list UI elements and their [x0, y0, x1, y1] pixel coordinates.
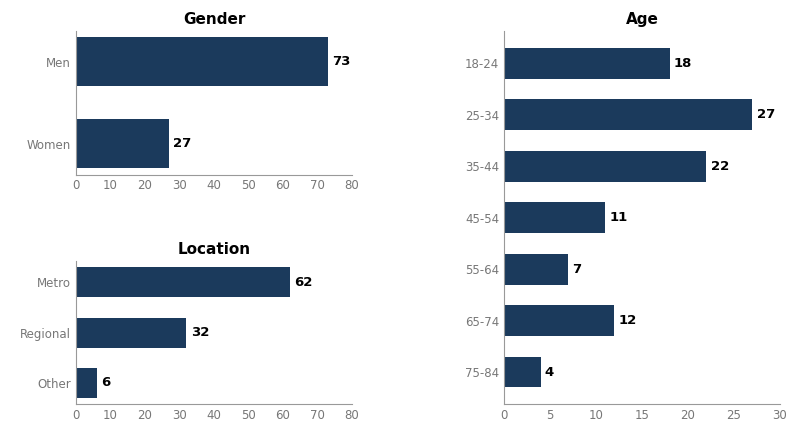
Title: Gender: Gender: [183, 12, 246, 27]
Bar: [504, 48, 670, 79]
Text: 12: 12: [618, 314, 637, 327]
Text: 27: 27: [757, 108, 774, 121]
Bar: [76, 119, 169, 168]
Text: 62: 62: [294, 276, 313, 289]
Bar: [76, 368, 97, 398]
Text: 6: 6: [101, 376, 110, 389]
Text: 11: 11: [610, 211, 627, 224]
Bar: [504, 151, 706, 182]
Text: 4: 4: [545, 366, 554, 378]
Bar: [504, 202, 605, 233]
Bar: [76, 38, 328, 87]
Bar: [76, 317, 186, 348]
Text: 7: 7: [573, 263, 582, 276]
Bar: [504, 254, 568, 285]
Text: 32: 32: [190, 326, 209, 339]
Bar: [76, 267, 290, 297]
Text: 22: 22: [710, 160, 729, 173]
Bar: [504, 99, 752, 130]
Title: Location: Location: [178, 242, 250, 257]
Bar: [504, 357, 541, 388]
Bar: [504, 305, 614, 336]
Text: 73: 73: [332, 55, 350, 69]
Text: 27: 27: [174, 137, 191, 150]
Text: 18: 18: [674, 57, 692, 70]
Title: Age: Age: [626, 12, 658, 27]
